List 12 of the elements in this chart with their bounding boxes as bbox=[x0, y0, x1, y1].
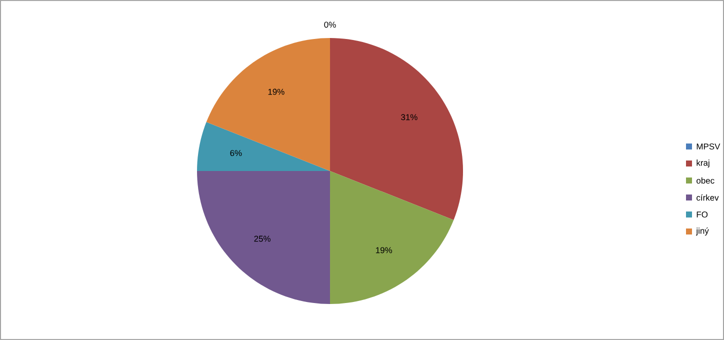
legend-label: MPSV bbox=[696, 144, 720, 150]
legend-label: kraj bbox=[696, 160, 710, 168]
text: 0% bbox=[324, 22, 336, 28]
legend-label: FO bbox=[696, 212, 708, 218]
legend-label: obec bbox=[696, 177, 714, 184]
data-label: 31% bbox=[401, 114, 418, 120]
data-label: 19% bbox=[268, 88, 284, 95]
legend-label: jiný bbox=[696, 228, 709, 236]
data-label: 6% bbox=[230, 150, 242, 156]
legend-label: církev bbox=[696, 194, 719, 201]
data-label: 25% bbox=[254, 236, 270, 242]
data-label: 19% bbox=[376, 247, 392, 254]
